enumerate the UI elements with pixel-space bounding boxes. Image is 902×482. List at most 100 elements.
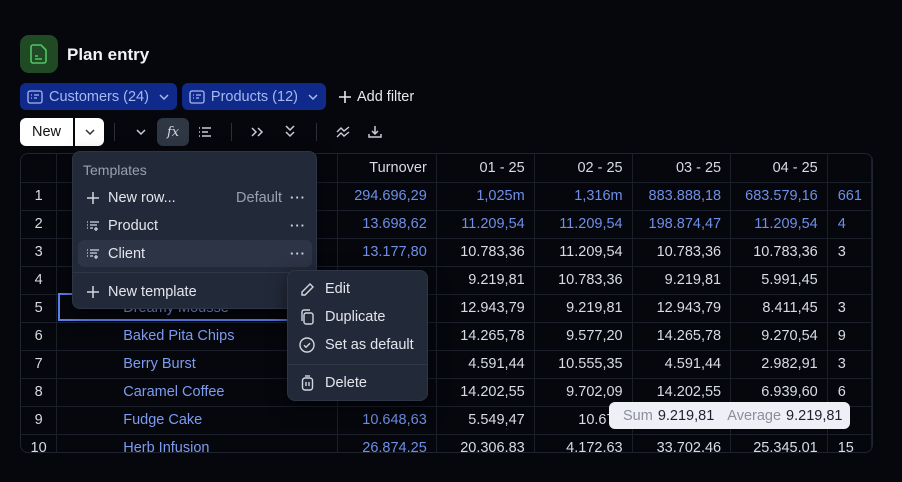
header-month[interactable]: 01 - 25 [436, 154, 535, 183]
toolbar-divider [316, 123, 318, 141]
template-client[interactable]: Client ··· [78, 240, 312, 267]
cell-value[interactable]: 12.943,79 [632, 294, 732, 323]
cell-value[interactable]: 3 [827, 350, 872, 379]
template-product[interactable]: Product ··· [78, 212, 312, 239]
cell-value[interactable]: 2.982,91 [730, 350, 828, 379]
cell-turnover[interactable]: 10.648,63 [337, 406, 437, 435]
row-number[interactable]: 10 [21, 434, 58, 452]
expand-down-button[interactable] [274, 118, 306, 146]
cell-value[interactable]: 661 [827, 182, 872, 211]
filter-customers[interactable]: Customers (24) [20, 83, 177, 110]
cell-value[interactable] [827, 266, 872, 295]
expand-right-button[interactable] [242, 118, 274, 146]
more-options-icon[interactable]: ··· [290, 246, 306, 261]
cell-value[interactable]: 11.209,54 [730, 210, 828, 239]
set-default-menu-item[interactable]: Set as default [293, 332, 423, 358]
cell-value[interactable]: 20.306,83 [436, 434, 535, 452]
duplicate-menu-item[interactable]: Duplicate [293, 304, 423, 330]
cell-value[interactable]: 10.783,36 [730, 238, 828, 267]
cell-value[interactable]: 4.591,44 [436, 350, 535, 379]
row-number[interactable]: 9 [21, 406, 58, 435]
edit-menu-item[interactable]: Edit [293, 276, 423, 302]
table-row: 6 Baked Pita Chips 1 14.265,78 9.577,20 … [21, 322, 872, 351]
new-template-button[interactable]: New template [78, 278, 312, 305]
cell-turnover[interactable]: 13.698,62 [337, 210, 437, 239]
more-options-icon[interactable]: ··· [290, 218, 306, 233]
row-template-icon [87, 248, 99, 259]
row-number[interactable]: 5 [21, 294, 58, 323]
filter-products[interactable]: Products (12) [181, 83, 326, 110]
collapse-button[interactable] [125, 118, 157, 146]
cell-value[interactable]: 14.202,55 [436, 378, 535, 407]
table-row: 3 13.177,80 10.783,36 11.209,54 10.783,3… [21, 238, 872, 267]
header-month[interactable] [827, 154, 872, 183]
cell-turnover[interactable]: 26.874,25 [337, 434, 437, 452]
cell-value[interactable]: 683.579,16 [730, 182, 828, 211]
cell-value[interactable]: 9.219,81 [632, 266, 732, 295]
cell-value[interactable]: 198.874,47 [632, 210, 732, 239]
cell-value[interactable]: 9.219,81 [534, 294, 633, 323]
trend-button[interactable] [327, 118, 359, 146]
cell-value[interactable]: 4.172,63 [534, 434, 633, 452]
row-name[interactable]: Fudge Cake [56, 406, 339, 435]
cell-value[interactable]: 9.702,09 [534, 378, 633, 407]
cell-value[interactable]: 15 [827, 434, 872, 452]
new-button[interactable]: New [20, 118, 74, 146]
header-month[interactable]: 04 - 25 [730, 154, 828, 183]
row-number[interactable]: 4 [21, 266, 58, 295]
row-name[interactable]: Herb Infusion [56, 434, 339, 452]
cell-value[interactable]: 10.783,36 [534, 266, 633, 295]
cell-value[interactable]: 1,025m [436, 182, 535, 211]
row-number[interactable]: 1 [21, 182, 58, 211]
row-number[interactable]: 8 [21, 378, 58, 407]
cell-value[interactable]: 10.783,36 [436, 238, 535, 267]
menu-divider [288, 364, 427, 365]
new-dropdown-button[interactable] [75, 118, 105, 146]
cell-value[interactable]: 12.943,79 [436, 294, 535, 323]
cell-value[interactable]: 9.270,54 [730, 322, 828, 351]
cell-value[interactable]: 4 [827, 210, 872, 239]
header-month[interactable]: 03 - 25 [632, 154, 732, 183]
cell-value[interactable]: 14.265,78 [632, 322, 732, 351]
cell-value[interactable]: 1,316m [534, 182, 633, 211]
row-number[interactable]: 7 [21, 350, 58, 379]
row-number[interactable]: 6 [21, 322, 58, 351]
indent-button[interactable] [189, 118, 221, 146]
formula-button[interactable]: fx [157, 118, 190, 146]
cell-value[interactable]: 883.888,18 [632, 182, 732, 211]
cell-turnover[interactable]: 13.177,80 [337, 238, 437, 267]
cell-value[interactable]: 33.702,46 [632, 434, 732, 452]
row-number[interactable]: 2 [21, 210, 58, 239]
row-number[interactable]: 3 [21, 238, 58, 267]
cell-value[interactable]: 8.411,45 [730, 294, 828, 323]
cell-value[interactable]: 3 [827, 294, 872, 323]
menu-item-label: New template [108, 283, 197, 300]
duplicate-icon [300, 309, 314, 325]
cell-value[interactable]: 9 [827, 322, 872, 351]
header-month[interactable]: 02 - 25 [534, 154, 633, 183]
cell-value[interactable]: 11.209,54 [534, 238, 633, 267]
cell-value[interactable]: 5.991,45 [730, 266, 828, 295]
toolbar-divider [231, 123, 233, 141]
header-turnover[interactable]: Turnover [337, 154, 437, 183]
template-new-row[interactable]: New row... Default ··· [78, 184, 312, 211]
cell-value[interactable]: 4.591,44 [632, 350, 732, 379]
cell-value[interactable]: 9.577,20 [534, 322, 633, 351]
cell-value[interactable]: 10.783,36 [632, 238, 732, 267]
delete-menu-item[interactable]: Delete [293, 370, 423, 396]
cell-value[interactable]: 3 [827, 238, 872, 267]
app-icon [20, 35, 58, 73]
cell-value[interactable]: 10.555,35 [534, 350, 633, 379]
cell-value[interactable]: 11.209,54 [436, 210, 535, 239]
cell-value[interactable]: 9.219,81 [436, 266, 535, 295]
more-options-icon[interactable]: ··· [290, 190, 306, 205]
cell-value[interactable]: 6.939,60 [730, 378, 828, 407]
add-filter-button[interactable]: Add filter [338, 89, 414, 105]
chevron-down-icon [159, 93, 169, 100]
cell-value[interactable]: 5.549,47 [436, 406, 535, 435]
cell-turnover[interactable]: 294.696,29 [337, 182, 437, 211]
cell-value[interactable]: 25.345,01 [730, 434, 828, 452]
cell-value[interactable]: 14.265,78 [436, 322, 535, 351]
cell-value[interactable]: 11.209,54 [534, 210, 633, 239]
download-button[interactable] [359, 118, 391, 146]
